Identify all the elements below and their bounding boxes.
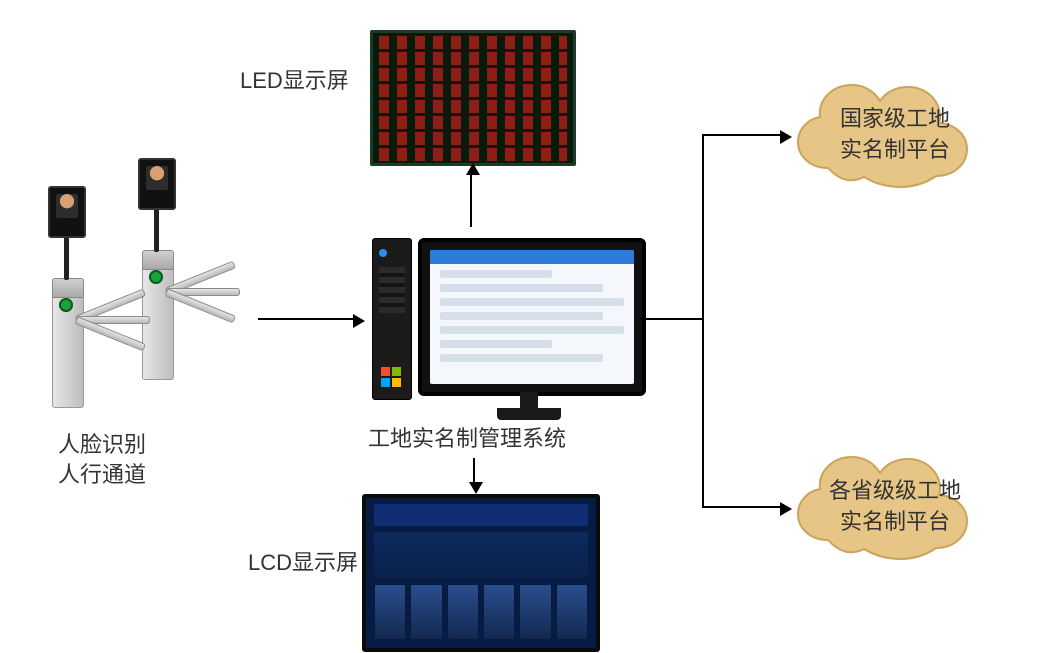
pc-monitor [418, 238, 646, 396]
pc-tower [372, 238, 412, 400]
monitor-stand [497, 408, 561, 420]
arrow-to-cloud-national [702, 134, 780, 136]
center-label: 工地实名制管理系统 [368, 424, 566, 454]
arrow-gate-to-center [258, 318, 353, 320]
gate-label-line1: 人脸识别 [58, 432, 146, 457]
gate-label-line2: 人行通道 [58, 462, 146, 487]
led-screen [370, 30, 576, 166]
arrow-center-right-stem [640, 318, 702, 320]
arrow-branch-vertical [702, 134, 704, 506]
arrow-center-to-lcd [473, 458, 475, 482]
arrow-center-to-led [470, 175, 472, 227]
cloud-provincial-platform: 各省级级工地实名制平台 [790, 442, 1000, 572]
turnstile-front [40, 238, 160, 408]
windows-logo-icon [381, 367, 401, 387]
arrow-to-cloud-provincial [702, 506, 780, 508]
led-label: LED显示屏 [240, 66, 349, 96]
cloud-national-text: 国家级工地实名制平台 [790, 104, 1000, 166]
monitor-screen [430, 250, 634, 384]
cloud-provincial-text: 各省级级工地实名制平台 [790, 476, 1000, 538]
cloud-national-platform: 国家级工地实名制平台 [790, 70, 1000, 200]
gate-label: 人脸识别 人行通道 [58, 430, 146, 489]
lcd-screen [362, 494, 600, 652]
lcd-label: LCD显示屏 [248, 548, 358, 578]
diagram-canvas: 人脸识别 人行通道 LED显示屏 工地实名制管理系统 LCD显示屏 [0, 0, 1039, 653]
